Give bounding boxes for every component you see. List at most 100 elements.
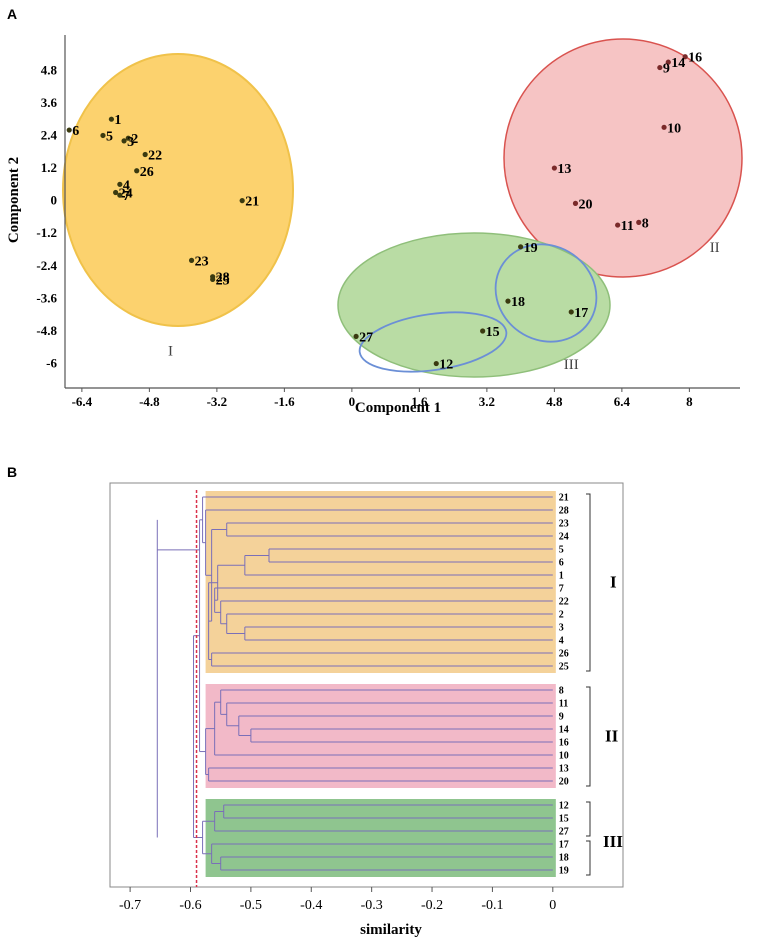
cluster-label: II [710, 240, 720, 256]
data-point-15 [480, 328, 486, 334]
y-tick-label: -1.2 [36, 225, 57, 240]
leaf-label: 23 [559, 519, 569, 530]
leaf-label: 12 [559, 801, 569, 812]
point-label: 21 [245, 195, 259, 210]
data-point-25 [210, 276, 216, 282]
leaf-label: 13 [559, 764, 569, 775]
x-tick-label: -6.4 [72, 394, 93, 409]
data-point-9 [657, 64, 663, 71]
leaf-label: 1 [559, 571, 564, 582]
leaf-label: 19 [559, 866, 569, 877]
point-label: 17 [574, 306, 588, 321]
point-label: 4 [123, 178, 130, 193]
x-tick-label: -4.8 [139, 394, 160, 409]
cluster-iii-sub-ellipse-1 [494, 243, 598, 343]
leaf-label: 10 [559, 751, 569, 762]
group-bands [205, 491, 556, 877]
x-tick-label: -0.5 [240, 898, 262, 913]
point-label: 7 [123, 189, 130, 204]
group-label: III [603, 832, 623, 851]
scatter-chart: -6.4 -4.8 -3.2 -1.6 0 1.6 3.2 4.8 6.4 8 4.8 3.6 2.4 1… [6, 35, 743, 416]
point-label: 19 [524, 241, 538, 256]
data-point-10 [661, 124, 667, 130]
cluster-label: I [168, 343, 173, 359]
group-bracket [586, 840, 591, 876]
group-bracket [586, 686, 591, 787]
point-label: 28 [216, 271, 230, 286]
leaf-label: 17 [559, 840, 569, 851]
leaf-label: 18 [559, 853, 569, 864]
point-label: 11 [621, 219, 634, 234]
x-tick-label: -0.7 [119, 898, 141, 913]
dendrogram-links [156, 496, 553, 871]
y-tick-label: 1.2 [41, 160, 57, 175]
leaf-label: 6 [559, 558, 564, 569]
data-point-27 [353, 333, 359, 340]
x-axis-ticks: -0.7 -0.6 -0.5 -0.4 -0.3 -0.2 -0.1 0 [119, 887, 556, 913]
data-point-18 [505, 298, 511, 304]
panel-a-letter: A [7, 6, 17, 22]
x-tick-label: -0.2 [421, 898, 443, 913]
point-label: 27 [359, 330, 373, 345]
y-tick-label: 0 [51, 193, 58, 208]
data-point-24 [113, 189, 119, 196]
x-tick-label: -0.3 [361, 898, 383, 913]
data-point-23 [188, 257, 195, 263]
point-label: 5 [106, 129, 113, 144]
panel-b-letter: B [7, 464, 17, 480]
group-bracket [586, 493, 591, 672]
point-label: 6 [72, 124, 79, 139]
x-axis-label: Component 1 [355, 400, 441, 416]
leaf-labels: 2128232456172223426258119141610132012152… [559, 493, 569, 877]
x-tick-label: -3.2 [207, 394, 228, 409]
data-point-3 [121, 138, 127, 144]
x-tick-label: 4.8 [546, 394, 563, 409]
group-band-II [205, 684, 556, 788]
data-point-8 [636, 219, 642, 225]
data-point-14 [665, 59, 671, 65]
point-label: 13 [557, 162, 571, 177]
x-tick-label: 1.6 [411, 394, 428, 409]
point-label: 18 [511, 295, 525, 310]
y-tick-label: -6 [46, 356, 57, 371]
dendrogram-chart: 2128232456172223426258119141610132012152… [109, 482, 624, 938]
group-label: I [610, 573, 617, 592]
group-label: II [605, 727, 619, 746]
data-point-16 [682, 54, 688, 60]
leaf-label: 15 [559, 814, 569, 825]
data-point-21 [239, 198, 245, 204]
data-point-19 [518, 244, 524, 250]
data-point-26 [134, 168, 140, 174]
axis-ticks: -6.4 -4.8 -3.2 -1.6 0 1.6 3.2 4.8 6.4 8 4.8 3.6 2.4 1… [36, 62, 693, 409]
point-label: 9 [663, 62, 670, 77]
y-tick-label: -2.4 [36, 258, 57, 273]
group-bracket [586, 801, 591, 837]
point-label: 14 [671, 56, 685, 71]
leaf-label: 25 [559, 662, 569, 673]
y-tick-label: 3.6 [41, 95, 58, 110]
data-point-11 [615, 222, 621, 228]
cluster-iii-sub-ellipse-2 [358, 311, 508, 373]
leaf-label: 9 [559, 712, 564, 723]
y-axis-label: Component 2 [6, 157, 22, 243]
leaf-label: 4 [559, 636, 564, 647]
point-label: 3 [127, 135, 134, 150]
data-point-1 [108, 116, 115, 122]
data-point-22 [142, 151, 148, 158]
leaf-label: 21 [559, 493, 569, 504]
leaf-label: 27 [559, 827, 569, 838]
point-label: 26 [140, 165, 154, 180]
point-label: 16 [688, 51, 702, 66]
data-point-2 [125, 135, 131, 141]
y-tick-label: -3.6 [36, 290, 57, 305]
leaf-label: 16 [559, 738, 569, 749]
point-label: 2 [131, 132, 138, 147]
leaf-label: 28 [559, 506, 569, 517]
point-label: 8 [642, 216, 649, 231]
dendrogram-frame [109, 482, 624, 888]
point-label: 24 [119, 186, 133, 201]
